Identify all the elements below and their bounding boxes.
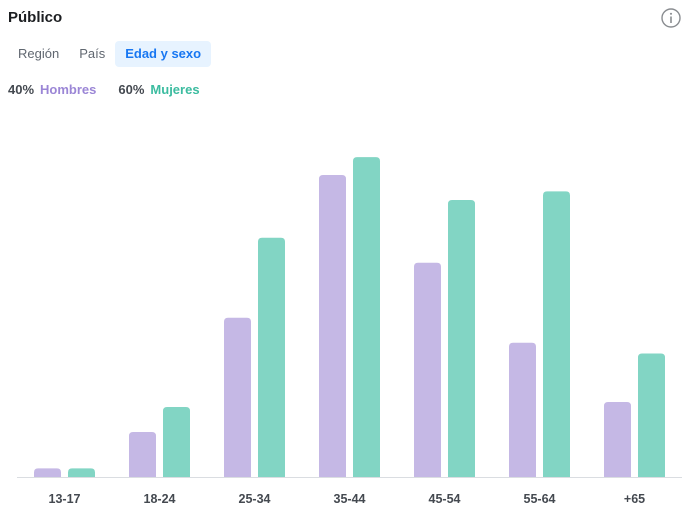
bar-hombres-25-34[interactable] xyxy=(224,317,251,477)
bar-hombres-55-64[interactable] xyxy=(509,342,536,477)
x-tick-label: 18-24 xyxy=(144,492,176,506)
age-gender-bar-chart: 13-17 18-24 25-34 35-44 45-54 55-64 +65 xyxy=(17,157,682,506)
info-icon[interactable] xyxy=(660,7,682,29)
tab-region[interactable]: Región xyxy=(18,46,60,61)
legend-women-label: Mujeres xyxy=(150,82,200,97)
bar-mujeres-25-34[interactable] xyxy=(258,237,285,477)
legend-men-percent: 40% xyxy=(8,82,35,97)
legend-item-men: 40% Hombres xyxy=(8,82,96,97)
tab-age-gender[interactable]: Edad y sexo xyxy=(115,41,212,67)
tab-bar: Región País Edad y sexo xyxy=(8,41,212,67)
x-tick-label: 13-17 xyxy=(49,492,81,506)
bar-hombres-45-54[interactable] xyxy=(414,262,441,477)
x-tick-label: 25-34 xyxy=(239,492,271,506)
legend-men-label: Hombres xyxy=(40,82,97,97)
x-tick-label: 55-64 xyxy=(524,492,556,506)
bar-hombres-18-24[interactable] xyxy=(129,432,156,477)
x-tick-label: 45-54 xyxy=(429,492,461,506)
page-title: Público xyxy=(8,9,63,26)
x-tick-label: 35-44 xyxy=(334,492,366,506)
bar-mujeres-+65[interactable] xyxy=(638,353,665,477)
bar-mujeres-18-24[interactable] xyxy=(163,407,190,477)
bar-mujeres-35-44[interactable] xyxy=(353,157,380,477)
bar-mujeres-45-54[interactable] xyxy=(448,199,475,477)
tab-country[interactable]: País xyxy=(79,46,106,61)
bar-mujeres-13-17[interactable] xyxy=(68,468,95,477)
chart-legend: 40% Hombres 60% Mujeres xyxy=(8,82,222,97)
bar-hombres-35-44[interactable] xyxy=(319,174,346,477)
bar-hombres-13-17[interactable] xyxy=(34,468,61,477)
x-tick-label: +65 xyxy=(624,492,645,506)
bar-hombres-+65[interactable] xyxy=(604,402,631,477)
legend-women-percent: 60% xyxy=(118,82,145,97)
legend-item-women: 60% Mujeres xyxy=(118,82,199,97)
bar-mujeres-55-64[interactable] xyxy=(543,191,570,477)
